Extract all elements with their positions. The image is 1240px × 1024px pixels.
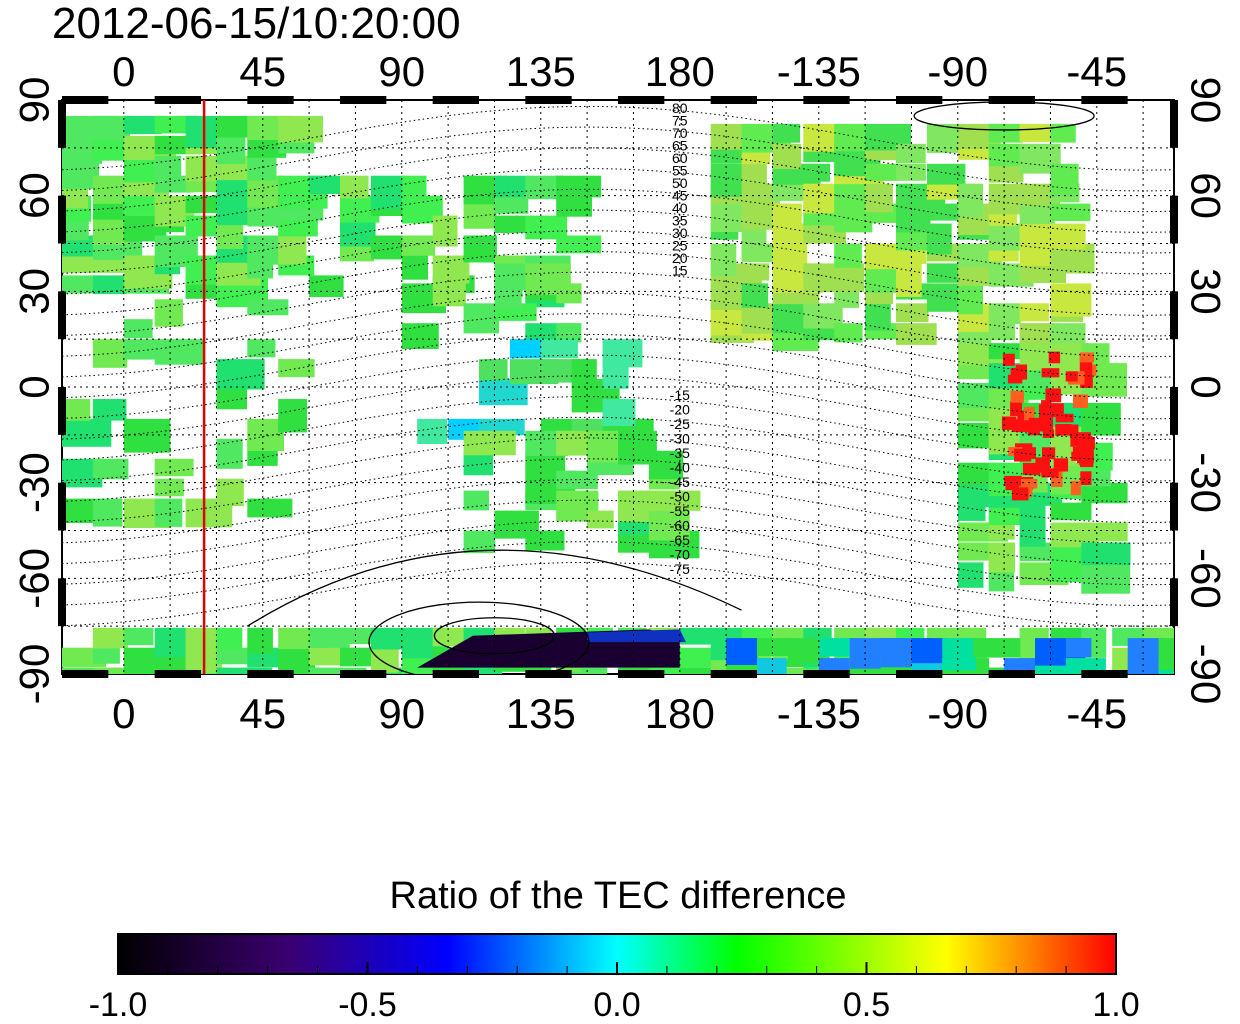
right-latitude-label: 60: [1183, 172, 1230, 219]
bottom-longitude-label: 180: [645, 690, 715, 737]
top-longitude-label: -135: [777, 48, 861, 95]
colorbar-tick-label: 0.5: [843, 986, 890, 1024]
left-latitude-label: 60: [11, 172, 58, 219]
left-latitude-label: -90: [11, 644, 58, 705]
left-latitude-label: 90: [11, 77, 58, 124]
left-latitude-label: 30: [11, 268, 58, 315]
colorbar-title: Ratio of the TEC difference: [390, 875, 847, 917]
contour-label: 50: [672, 175, 688, 191]
contour-label: -50: [670, 488, 690, 504]
bottom-longitude-label: -90: [927, 690, 988, 737]
bottom-longitude-label: -45: [1066, 690, 1127, 737]
right-latitude-label: -90: [1183, 644, 1230, 705]
left-latitude-label: 0: [11, 375, 58, 398]
top-longitude-label: 45: [239, 48, 286, 95]
contour-label: -45: [670, 474, 690, 490]
colorbar-tick-label: 0.0: [593, 986, 640, 1024]
bottom-longitude-label: 45: [239, 690, 286, 737]
right-latitude-label: -30: [1183, 452, 1230, 513]
top-longitude-label: -90: [927, 48, 988, 95]
top-longitude-label: 0: [112, 48, 135, 95]
contour-label: 20: [672, 250, 688, 266]
contour-label: 45: [672, 187, 688, 203]
contour-label: 40: [672, 200, 688, 216]
top-longitude-label: 180: [645, 48, 715, 95]
bottom-longitude-label: -135: [777, 690, 861, 737]
contour-label: -25: [670, 416, 690, 432]
tec-ratio-map: 8075706560555045403530252015-15-20-25-30…: [11, 48, 1230, 737]
right-latitude-label: 90: [1183, 77, 1230, 124]
colorbar-tick-label: -0.5: [338, 986, 397, 1024]
contour-label: -75: [670, 561, 690, 577]
bottom-longitude-label: 90: [378, 690, 425, 737]
bottom-longitude-label: 0: [112, 690, 135, 737]
contour-label: 55: [672, 162, 688, 178]
contour-label: 30: [672, 225, 688, 241]
contour-label: -20: [670, 401, 690, 417]
contour-label: 60: [672, 150, 688, 166]
contour-label: 25: [672, 237, 688, 253]
contour-label: -35: [670, 445, 690, 461]
contour-label: 80: [672, 100, 688, 116]
map-title: 2012-06-15/10:20:00: [52, 0, 461, 48]
contour-label: -60: [670, 517, 690, 533]
contour-label: 70: [672, 125, 688, 141]
colorbar-tick-label: 1.0: [1092, 986, 1139, 1024]
left-latitude-label: -60: [11, 548, 58, 609]
top-longitude-label: -45: [1066, 48, 1127, 95]
contour-label: -55: [670, 503, 690, 519]
contour-label: -30: [670, 430, 690, 446]
contour-label: -65: [670, 532, 690, 548]
contour-label: 65: [672, 137, 688, 153]
contour-label: -15: [670, 387, 690, 403]
top-longitude-label: 90: [378, 48, 425, 95]
right-latitude-label: -60: [1183, 548, 1230, 609]
contour-label: 75: [672, 112, 688, 128]
bottom-longitude-label: 135: [506, 690, 576, 737]
right-latitude-label: 0: [1183, 375, 1230, 398]
top-longitude-label: 135: [506, 48, 576, 95]
left-latitude-label: -30: [11, 452, 58, 513]
contour-label: 35: [672, 212, 688, 228]
contour-label: -70: [670, 546, 690, 562]
contour-label: -40: [670, 459, 690, 475]
contour-label: 15: [672, 262, 688, 278]
right-latitude-label: 30: [1183, 268, 1230, 315]
colorbar-tick-label: -1.0: [89, 986, 148, 1024]
